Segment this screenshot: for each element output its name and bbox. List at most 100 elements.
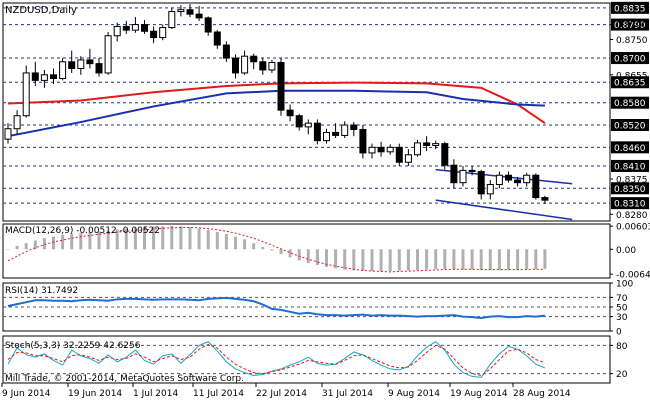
- time-tick-label: 31 Jul 2014: [322, 389, 373, 399]
- macd-histogram-bar: [115, 229, 119, 250]
- candle-body: [505, 174, 512, 181]
- candle-body: [232, 57, 239, 74]
- level-price-label: 0.8835: [614, 4, 646, 14]
- macd-histogram-bar: [124, 228, 128, 250]
- candle-body: [523, 174, 531, 184]
- macd-tick-label: -0.00649: [616, 271, 650, 281]
- rsi-tick-label: 70: [616, 294, 628, 304]
- candle-body: [141, 24, 148, 32]
- candle-body: [441, 143, 449, 166]
- macd-histogram-bar: [33, 240, 37, 250]
- time-tick-label: 19 Jun 2014: [68, 389, 122, 399]
- macd-histogram-bar: [143, 227, 146, 250]
- candle-body: [131, 24, 139, 31]
- price-frame: [2, 2, 611, 222]
- time-tick-label: 19 Aug 2014: [450, 389, 508, 399]
- price-tick-label: 0.8375: [616, 175, 648, 185]
- macd-histogram-bar: [534, 249, 538, 270]
- macd-histogram-bar: [215, 232, 219, 250]
- macd-histogram-bar: [152, 226, 156, 250]
- macd-histogram-bar: [188, 227, 192, 250]
- level-price-tag: [611, 141, 649, 154]
- candle-body: [259, 61, 267, 71]
- candle-body: [177, 9, 185, 13]
- level-price-label: 0.8700: [614, 55, 646, 65]
- macd-histogram-bar: [133, 227, 137, 250]
- macd-histogram-bar: [297, 249, 301, 261]
- channel-line: [435, 199, 573, 221]
- moving-average-line: [7, 81, 546, 124]
- level-price-label: 0.8460: [614, 144, 646, 154]
- rsi-tick-label: 0: [616, 328, 622, 338]
- candle-body: [77, 59, 85, 69]
- macd-histogram-bar: [543, 249, 547, 269]
- macd-histogram-bar: [434, 249, 438, 270]
- candle-body: [459, 169, 467, 184]
- macd-frame: [2, 223, 611, 279]
- macd-histogram-bar: [279, 249, 283, 255]
- macd-histogram-bar: [516, 249, 520, 270]
- macd-histogram-bar: [388, 249, 392, 272]
- level-price-tag: [611, 52, 649, 65]
- candle-body: [150, 30, 158, 39]
- level-price-label: 0.8310: [614, 200, 646, 210]
- macd-label: MACD(12,26,9) -0.00512 -0.00522: [5, 226, 160, 236]
- candle-body: [95, 63, 103, 74]
- macd-histogram-bar: [161, 226, 165, 250]
- time-tick-label: 9 Jun 2014: [2, 389, 51, 399]
- candle-body: [377, 146, 385, 153]
- channel-line: [435, 168, 573, 185]
- price-tick-label: 0.8750: [616, 36, 648, 46]
- candle-body: [532, 174, 540, 199]
- candle-body: [332, 131, 340, 136]
- macd-histogram-bar: [379, 249, 383, 272]
- price-tick-label: 0.8790: [616, 21, 648, 31]
- macd-histogram-bar: [443, 249, 447, 270]
- time-tick-label: 22 Jul 2014: [256, 389, 307, 399]
- macd-histogram-bar: [397, 249, 401, 271]
- macd-histogram-bar: [416, 249, 419, 270]
- macd-histogram-bar: [306, 249, 310, 264]
- stoch-signal-line: [7, 343, 546, 377]
- candle-body: [68, 61, 76, 69]
- rsi-tick-label: 30: [616, 313, 628, 323]
- level-price-tag: [611, 182, 649, 195]
- candle-body: [414, 142, 421, 156]
- candle-body: [359, 128, 367, 154]
- candle-body: [59, 61, 67, 80]
- macd-histogram-bar: [525, 249, 529, 270]
- macd-histogram-bar: [334, 249, 338, 269]
- macd-histogram-bar: [261, 246, 265, 250]
- candle-body: [477, 171, 485, 195]
- stochastic-panel: 80 20: [3, 341, 628, 380]
- macd-histogram-bar: [42, 238, 46, 250]
- stoch-label: Stoch(5,3,3) 32.2259 42.6256: [5, 341, 141, 351]
- candle-body: [541, 197, 549, 201]
- macd-histogram-bar: [461, 249, 465, 270]
- level-price-tag: [611, 119, 649, 132]
- macd-histogram-bar: [497, 249, 501, 270]
- candle-body: [468, 169, 476, 173]
- level-price-tag: [611, 76, 649, 89]
- macd-tick-label: 0.00: [616, 246, 636, 256]
- candle-body: [304, 122, 312, 128]
- candle-body: [168, 11, 176, 29]
- candle-body: [277, 62, 285, 111]
- level-price-label: 0.8635: [614, 79, 646, 89]
- candle-body: [386, 146, 394, 153]
- macd-histogram-bar: [252, 243, 256, 250]
- candle-body: [186, 9, 194, 15]
- macd-histogram-bar: [97, 231, 101, 250]
- candle-body: [4, 128, 12, 140]
- macd-histogram-bar: [79, 232, 83, 250]
- macd-histogram-bar: [488, 249, 492, 270]
- macd-histogram-bar: [15, 245, 19, 250]
- candle-body: [286, 109, 294, 117]
- candle-body: [50, 74, 57, 80]
- candle-body: [268, 62, 276, 71]
- macd-histogram-bar: [479, 249, 483, 270]
- candle-body: [368, 146, 376, 154]
- macd-histogram-bar: [70, 233, 74, 250]
- candle-body: [450, 164, 458, 184]
